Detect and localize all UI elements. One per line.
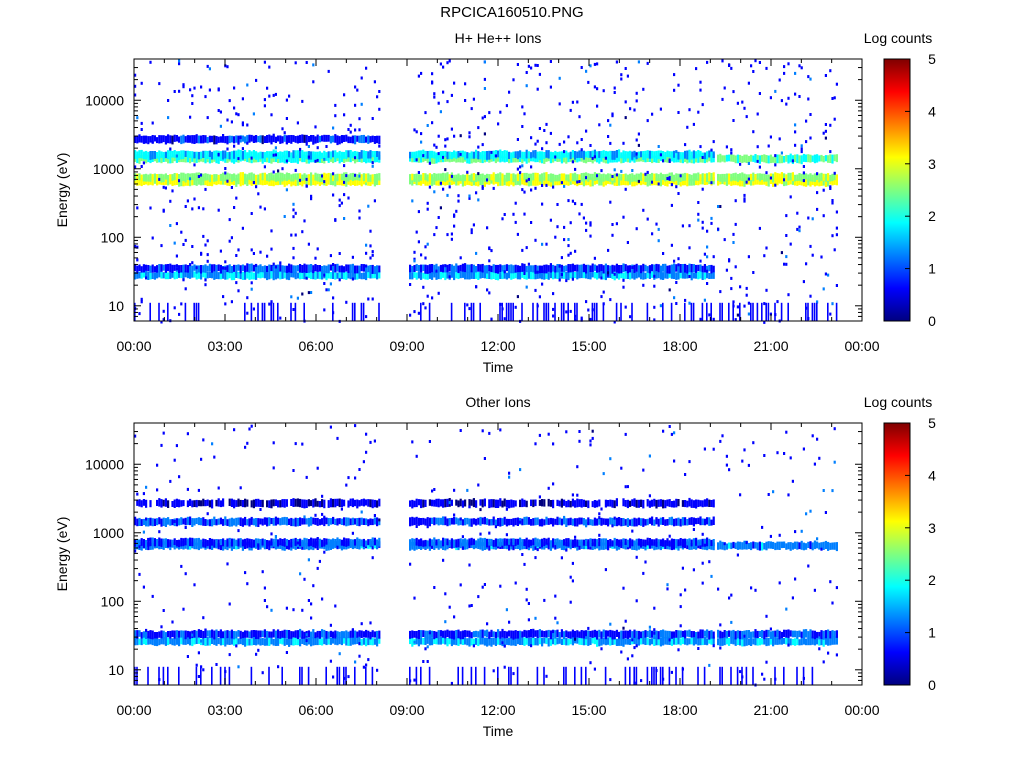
colorbar-tick-label: 5: [928, 51, 936, 67]
heatmap-cells: [134, 424, 838, 687]
colorbar-tick-label: 4: [928, 467, 936, 483]
x-tick-label: 09:00: [389, 702, 424, 718]
colorbar-tick-label: 5: [928, 415, 936, 431]
x-tick-label: 00:00: [116, 702, 151, 718]
panel-title: H+ He++ Ions: [455, 30, 542, 46]
x-tick-label: 21:00: [753, 338, 788, 354]
colorbar: [883, 58, 911, 322]
colorbar-tick-label: 0: [928, 677, 936, 693]
y-tick-label: 100: [101, 229, 125, 245]
y-tick-label: 1000: [93, 161, 124, 177]
x-tick-label: 18:00: [662, 338, 697, 354]
x-tick-label: 00:00: [844, 702, 879, 718]
colorbar-tick-label: 1: [928, 625, 936, 641]
x-axis-label: Time: [483, 723, 514, 739]
colorbar: [883, 422, 911, 686]
spectrogram-panel-2: [133, 422, 911, 687]
x-tick-label: 12:00: [480, 338, 515, 354]
y-axis-label: Energy (eV): [54, 153, 70, 228]
x-tick-label: 00:00: [844, 338, 879, 354]
y-tick-label: 100: [101, 593, 125, 609]
colorbar-tick-label: 3: [928, 520, 936, 536]
y-tick-label: 10: [108, 662, 124, 678]
x-axis-label: Time: [483, 359, 514, 375]
colorbar-tick-label: 2: [928, 572, 936, 588]
x-tick-label: 06:00: [298, 338, 333, 354]
y-tick-label: 10000: [85, 456, 124, 472]
x-tick-label: 00:00: [116, 338, 151, 354]
colorbar-tick-label: 1: [928, 261, 936, 277]
x-tick-label: 03:00: [207, 702, 242, 718]
y-tick-label: 10000: [85, 92, 124, 108]
colorbar-tick-label: 4: [928, 103, 936, 119]
x-tick-label: 15:00: [571, 702, 606, 718]
colorbar-label: Log counts: [864, 394, 933, 410]
colorbar-label: Log counts: [864, 30, 933, 46]
x-tick-label: 15:00: [571, 338, 606, 354]
plot-frame: [133, 422, 863, 686]
y-axis-label: Energy (eV): [54, 517, 70, 592]
spectrogram-panel-1: [133, 58, 911, 324]
x-tick-label: 09:00: [389, 338, 424, 354]
y-tick-label: 10: [108, 298, 124, 314]
x-tick-label: 21:00: [753, 702, 788, 718]
x-tick-label: 18:00: [662, 702, 697, 718]
y-tick-label: 1000: [93, 525, 124, 541]
x-tick-label: 03:00: [207, 338, 242, 354]
panel-title: Other Ions: [465, 394, 530, 410]
figure-title: RPCICA160510.PNG: [440, 4, 584, 21]
x-tick-label: 12:00: [480, 702, 515, 718]
heatmap-cells: [134, 59, 838, 324]
colorbar-tick-label: 3: [928, 156, 936, 172]
x-tick-label: 06:00: [298, 702, 333, 718]
colorbar-tick-label: 2: [928, 208, 936, 224]
colorbar-tick-label: 0: [928, 313, 936, 329]
